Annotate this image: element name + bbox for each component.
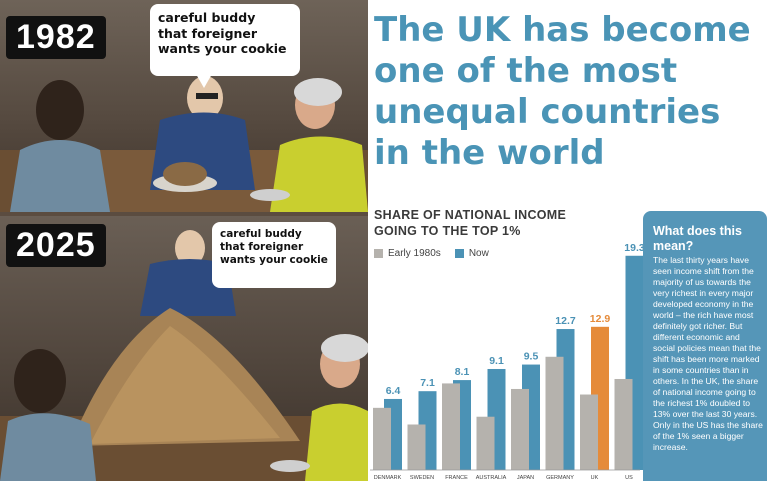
bubble-line: wants your cookie xyxy=(158,41,287,57)
bubble-line: that foreigner xyxy=(220,241,304,254)
speech-bubble-1982: careful buddy that foreigner wants your … xyxy=(150,4,300,76)
legend-swatch-early xyxy=(374,249,383,258)
bar-early-japan xyxy=(511,388,529,470)
data-label-france: 8.1 xyxy=(455,366,470,378)
comic-scene-1982 xyxy=(0,76,368,212)
year-label-2025: 2025 xyxy=(6,224,106,267)
chart-title-line: SHARE OF NATIONAL INCOME xyxy=(374,208,567,222)
explainer-title: What does this mean? xyxy=(653,224,742,254)
bar-early-sweden xyxy=(407,424,426,470)
category-label-denmark: DENMARK xyxy=(374,475,402,481)
data-label-sweden: 7.1 xyxy=(420,377,435,389)
category-label-japan: JAPAN xyxy=(517,475,534,481)
bar-early-germany xyxy=(545,356,564,470)
bar-early-france xyxy=(442,383,460,470)
category-label-australia: AUSTRALIA xyxy=(476,475,507,481)
headline-line: The UK has become xyxy=(374,10,751,50)
data-label-australia: 9.1 xyxy=(489,355,504,367)
explainer-title-line: What does this xyxy=(653,224,742,238)
speech-bubble-tail xyxy=(196,74,212,88)
category-label-uk: UK xyxy=(591,475,599,481)
bubble-line: that foreigner xyxy=(158,25,258,41)
bar-early-us xyxy=(614,378,633,470)
data-label-us: 19.3 xyxy=(624,242,643,254)
bar-early-denmark xyxy=(373,407,391,470)
legend-swatch-now xyxy=(454,249,464,258)
chart-title-line: GOING TO THE TOP 1% xyxy=(374,224,521,238)
bar-early-australia xyxy=(476,416,495,470)
legend-label-now: Now xyxy=(468,248,489,259)
bar-early-uk xyxy=(580,394,598,470)
meme-comic: 1982 careful buddy that foreigner wants … xyxy=(0,0,368,481)
category-label-us: US xyxy=(625,475,633,481)
explainer-text: The last thirty years have seen income s… xyxy=(653,255,763,452)
category-label-sweden: SWEDEN xyxy=(410,475,434,481)
bubble-line: careful buddy xyxy=(220,228,302,240)
data-label-japan: 9.5 xyxy=(524,351,539,363)
category-label-france: FRANCE xyxy=(445,475,468,481)
legend-label-early: Early 1980s xyxy=(388,248,441,259)
category-label-germany: GERMANY xyxy=(546,475,574,481)
headline-line: unequal countries xyxy=(374,92,721,132)
speech-bubble-2025: careful buddy that foreigner wants your … xyxy=(212,222,336,288)
legend-item-early: Early 1980s xyxy=(374,248,441,259)
comic-panel-2025: 2025 careful buddy that foreigner wants … xyxy=(0,216,368,481)
explainer-box: What does this mean? The last thirty yea… xyxy=(643,211,767,481)
comic-scene-2025 xyxy=(0,230,368,481)
chart-title: SHARE OF NATIONAL INCOME GOING TO THE TO… xyxy=(374,207,589,239)
legend-item-now: Now xyxy=(454,248,489,259)
bubble-line: wants your cookie xyxy=(220,254,328,267)
infographic-headline: The UK has become one of the most unequa… xyxy=(374,10,766,174)
headline-line: one of the most xyxy=(374,51,678,91)
data-label-uk: 12.9 xyxy=(590,313,611,325)
explainer-title-line: mean? xyxy=(653,239,694,253)
headline-line: in the world xyxy=(374,133,605,173)
income-share-bar-chart: 6.4 DENMARK 7.1 SWEDEN 8.1 FRANCE 9.1 AUSTRALIA… xyxy=(370,242,643,481)
data-label-denmark: 6.4 xyxy=(386,385,401,397)
bubble-line: careful buddy xyxy=(158,10,256,25)
year-label-1982: 1982 xyxy=(6,16,106,59)
data-label-germany: 12.7 xyxy=(555,315,576,327)
chart-legend: Early 1980s Now xyxy=(374,248,489,259)
comic-panel-1982: 1982 careful buddy that foreigner wants … xyxy=(0,0,368,212)
